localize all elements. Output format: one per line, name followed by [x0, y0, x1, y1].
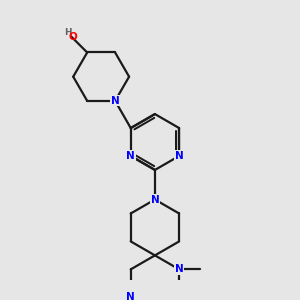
Text: H: H	[64, 28, 72, 37]
Text: N: N	[111, 96, 119, 106]
Text: N: N	[126, 151, 135, 161]
Text: N: N	[126, 292, 135, 300]
Text: N: N	[175, 264, 184, 274]
Text: O: O	[68, 32, 77, 42]
Text: N: N	[151, 194, 159, 205]
Text: N: N	[175, 151, 184, 161]
